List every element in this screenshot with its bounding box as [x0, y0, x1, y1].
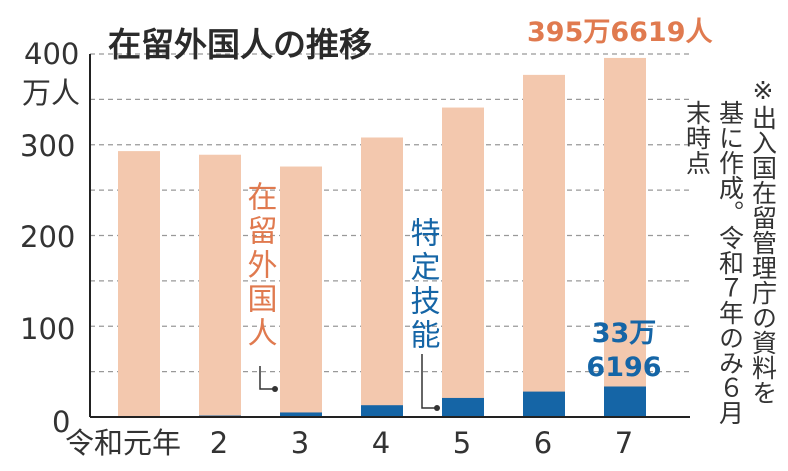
- bar-specified-skilled: [361, 405, 403, 417]
- axes: [89, 54, 690, 418]
- source-note-line: 基に作成。令和７年のみ６月: [716, 100, 745, 425]
- leader-line-skill: [421, 354, 437, 409]
- bar-foreign-residents: [118, 151, 160, 418]
- x-tick-label: 令和元年: [65, 426, 181, 460]
- leader-dot-foreign: [272, 386, 278, 392]
- y-tick-label: 100: [20, 312, 75, 346]
- annotation-skill-last-1: 33万: [592, 318, 657, 349]
- series-label-skill-text: 特定技能: [405, 217, 440, 353]
- bar-foreign-residents: [199, 154, 241, 418]
- bar-foreign-residents: [361, 137, 403, 418]
- x-tick-label: 6: [534, 426, 552, 460]
- x-tick-label: 4: [372, 426, 390, 460]
- y-unit-label: 万人: [22, 76, 80, 110]
- bar-specified-skilled: [442, 397, 484, 417]
- series-label-foreign-text: 在留外国人: [242, 181, 277, 351]
- source-note: ※出入国在留管理庁の資料を 基に作成。令和７年のみ６月 末時点: [683, 76, 778, 425]
- bar-specified-skilled: [280, 412, 322, 417]
- bar-foreign-residents: [442, 107, 484, 417]
- bar-foreign-residents: [280, 166, 322, 417]
- y-tick-label: 400: [24, 37, 79, 71]
- x-tick-label: 3: [291, 426, 309, 460]
- series-label-foreign: 在留外国人: [242, 181, 278, 392]
- annotation-skill-last-2: 6196: [586, 352, 661, 383]
- y-tick-label: 0: [52, 405, 70, 439]
- x-tick-label: 7: [615, 426, 633, 460]
- bar-foreign-residents: [604, 57, 646, 417]
- bar-specified-skilled: [523, 391, 565, 417]
- y-tick-label: 300: [20, 129, 75, 163]
- annotation-total-last: 395万6619人: [527, 17, 713, 48]
- source-note-line: 末時点: [683, 100, 712, 175]
- leader-dot-skill: [434, 405, 440, 411]
- chart-title: 在留外国人の推移: [108, 25, 372, 64]
- x-tick-label: 5: [453, 426, 471, 460]
- series-label-skill: 特定技能: [405, 217, 440, 411]
- bar-foreign-residents: [523, 74, 565, 417]
- source-note-line: ※出入国在留管理庁の資料を: [749, 76, 778, 405]
- bar-specified-skilled: [604, 386, 646, 417]
- x-tick-label: 2: [210, 426, 228, 460]
- y-tick-label: 200: [20, 220, 75, 254]
- bars: [118, 57, 646, 418]
- leader-line-foreign: [259, 366, 275, 390]
